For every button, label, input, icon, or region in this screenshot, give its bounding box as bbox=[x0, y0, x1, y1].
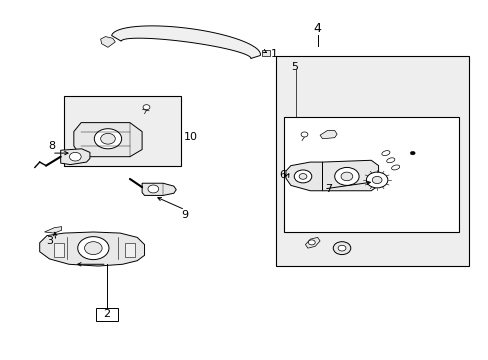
Bar bbox=[276, 56, 468, 266]
Bar bbox=[96, 308, 118, 321]
Circle shape bbox=[69, 152, 81, 161]
Polygon shape bbox=[101, 37, 115, 47]
Polygon shape bbox=[320, 131, 336, 139]
Circle shape bbox=[301, 132, 307, 137]
Circle shape bbox=[294, 170, 311, 183]
Text: 1: 1 bbox=[271, 49, 278, 59]
Polygon shape bbox=[305, 237, 320, 248]
Bar bbox=[262, 50, 269, 55]
Circle shape bbox=[84, 242, 102, 255]
Text: 9: 9 bbox=[181, 211, 188, 220]
Circle shape bbox=[337, 245, 345, 251]
Text: 2: 2 bbox=[103, 310, 110, 319]
Circle shape bbox=[299, 174, 306, 179]
Text: 4: 4 bbox=[313, 22, 321, 35]
Circle shape bbox=[143, 105, 150, 110]
Text: 7: 7 bbox=[325, 184, 331, 194]
Polygon shape bbox=[285, 162, 322, 191]
Circle shape bbox=[78, 237, 109, 260]
Ellipse shape bbox=[386, 158, 394, 163]
Polygon shape bbox=[74, 123, 142, 157]
Bar bbox=[284, 117, 458, 232]
Polygon shape bbox=[44, 226, 61, 233]
Circle shape bbox=[334, 167, 358, 185]
Circle shape bbox=[340, 172, 352, 181]
Circle shape bbox=[308, 240, 315, 245]
Text: 8: 8 bbox=[48, 141, 55, 151]
Polygon shape bbox=[142, 183, 176, 195]
Ellipse shape bbox=[391, 165, 399, 170]
Bar bbox=[125, 243, 135, 257]
Polygon shape bbox=[40, 232, 144, 266]
Text: 6: 6 bbox=[278, 170, 285, 180]
Ellipse shape bbox=[381, 150, 389, 156]
Bar bbox=[54, 243, 64, 257]
Polygon shape bbox=[61, 149, 90, 165]
Polygon shape bbox=[111, 26, 260, 58]
Text: 3: 3 bbox=[46, 236, 53, 246]
Circle shape bbox=[409, 151, 414, 155]
Bar bbox=[64, 96, 181, 166]
Circle shape bbox=[332, 242, 350, 255]
Circle shape bbox=[101, 134, 115, 144]
Circle shape bbox=[371, 176, 381, 184]
Text: 5: 5 bbox=[290, 62, 297, 72]
Text: 10: 10 bbox=[183, 132, 197, 142]
Polygon shape bbox=[322, 160, 378, 191]
Circle shape bbox=[94, 129, 122, 149]
Circle shape bbox=[366, 172, 387, 188]
Circle shape bbox=[148, 185, 158, 193]
